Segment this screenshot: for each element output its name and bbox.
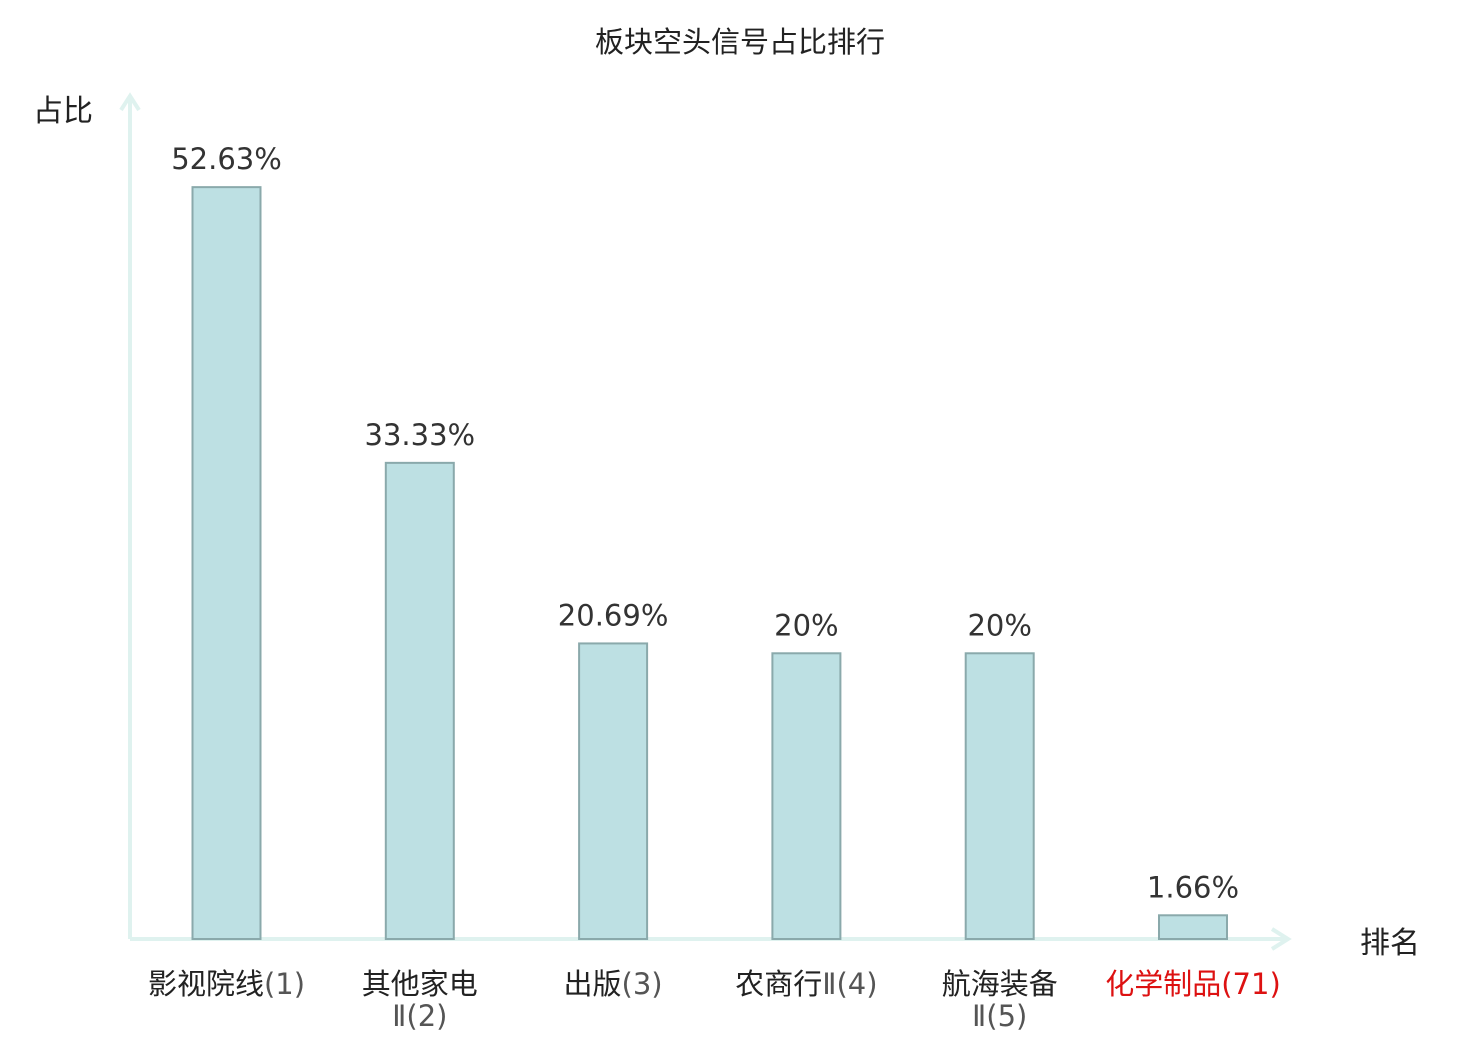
category-label: 其他家电 [362,967,478,1001]
x-axis-title: 排名 [1360,926,1420,961]
category-label: 化学制品(71) [1105,967,1281,1001]
category-label: Ⅱ(2) [392,999,447,1033]
bar-value-label: 20.69% [558,598,669,632]
x-axis-arrow [1270,927,1292,951]
category-rank: Ⅱ(2) [392,999,447,1033]
bar-value-label: 33.33% [365,418,476,452]
category-label: 出版(3) [564,967,663,1001]
category-rank: Ⅱ(5) [972,999,1027,1033]
bar-5 [964,652,1035,940]
bar-2 [384,461,455,940]
category-rank: (1) [264,967,305,1001]
bar-4 [771,652,842,940]
value-labels: 52.63% 33.33% 20.69% 20% 20% 1.66% [171,142,1239,904]
bar-3 [578,642,649,941]
bar-value-label: 1.66% [1147,870,1239,904]
bar-value-label: 20% [774,608,838,642]
bar-1 [191,186,262,940]
bar-value-label: 52.63% [171,142,282,176]
category-name: 影视院线 [148,967,264,1001]
chart-title: 板块空头信号占比排行 [595,25,885,59]
category-label: Ⅱ(5) [972,999,1027,1033]
y-axis-arrow [119,92,141,112]
bar-6 [1158,914,1228,940]
y-axis-title: 占比 [33,94,93,129]
bars [191,186,1228,941]
category-name: 出版 [564,967,622,1001]
category-label: 航海装备 [942,967,1058,1001]
category-name: 其他家电 [362,967,478,1001]
axes [119,92,1292,951]
category-name: 航海装备 [942,967,1058,1001]
category-rank: Ⅱ(4) [822,967,877,1001]
category-label: 农商行Ⅱ(4) [735,967,877,1001]
category-rank: (71) [1221,967,1281,1001]
category-rank: (3) [622,967,663,1001]
category-name: 化学制品 [1105,967,1221,1001]
category-name: 农商行 [735,967,822,1001]
bar-value-label: 20% [967,608,1031,642]
category-label: 影视院线(1) [148,967,305,1001]
